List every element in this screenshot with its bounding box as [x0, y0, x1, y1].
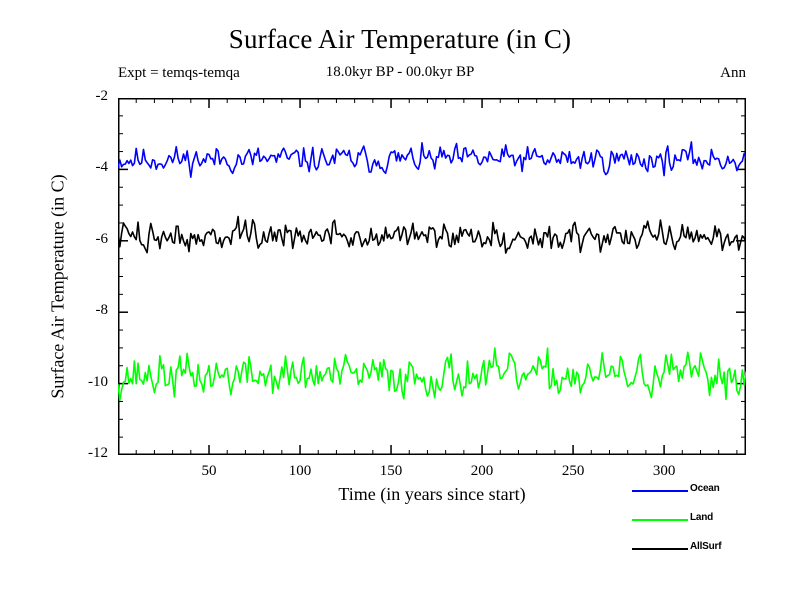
series-line-allsurf [118, 215, 746, 254]
x-tick-label: 50 [201, 463, 217, 479]
x-tick-label: 300 [652, 463, 676, 479]
period-label: Ann [720, 65, 746, 81]
chart-subtitle: 18.0kyr BP - 00.0kyr BP [325, 64, 475, 80]
y-axis-title: Surface Air Temperature (in C) [47, 174, 68, 399]
chart-title: Surface Air Temperature (in C) [228, 24, 572, 54]
chart-legend: Ocean Land AllSurf [632, 483, 792, 570]
x-tick-label: 100 [288, 463, 312, 479]
series-line-land [118, 347, 746, 402]
experiment-label: Expt = temqs-temqa [118, 65, 240, 81]
legend-line-swatch [632, 548, 688, 550]
plot-svg [118, 98, 746, 455]
y-tick-label: -2 [95, 88, 109, 104]
legend-line-swatch [632, 519, 688, 521]
plot-area [118, 98, 746, 455]
legend-line-swatch [632, 490, 688, 492]
minor-tick-marks [118, 98, 746, 455]
legend-label: AllSurf [690, 541, 722, 552]
y-tick-label: -8 [95, 302, 109, 319]
legend-entry: AllSurf [632, 541, 792, 570]
data-series-group [118, 141, 746, 402]
legend-label: Land [690, 512, 714, 523]
legend-entry: Land [632, 512, 792, 541]
plot-frame [118, 98, 746, 455]
series-line-ocean [118, 141, 746, 178]
major-tick-marks [118, 98, 746, 455]
x-tick-label: 150 [379, 463, 403, 479]
legend-label: Ocean [690, 483, 720, 494]
y-tick-label: -4 [95, 159, 109, 176]
x-tick-label: 200 [470, 463, 494, 479]
y-tick-label: -10 [88, 373, 108, 390]
x-tick-label: 250 [561, 463, 585, 479]
x-axis-title: Time (in years since start) [338, 484, 526, 504]
y-tick-label: -12 [88, 445, 108, 461]
y-tick-label: -6 [95, 230, 109, 247]
legend-entry: Ocean [632, 483, 792, 512]
